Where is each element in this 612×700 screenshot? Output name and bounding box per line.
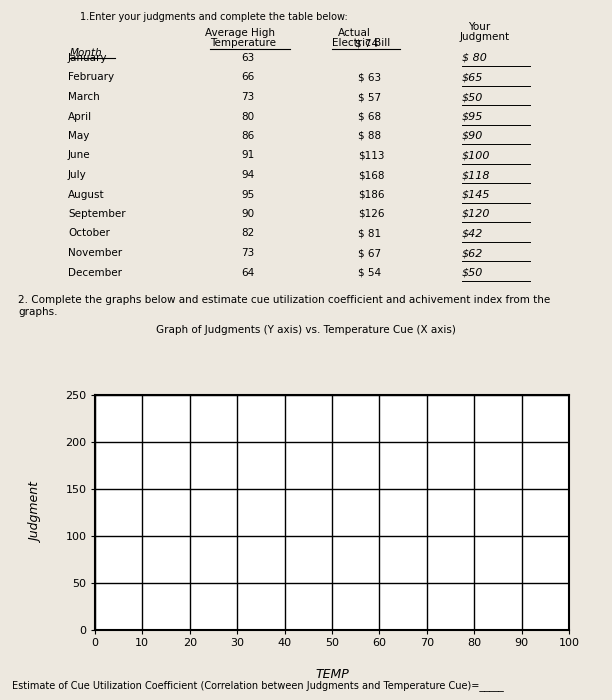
Text: 64: 64 bbox=[241, 267, 255, 277]
Text: $42: $42 bbox=[462, 228, 483, 239]
Text: 66: 66 bbox=[241, 73, 255, 83]
Text: $50: $50 bbox=[462, 267, 483, 277]
Text: Your: Your bbox=[468, 22, 490, 32]
Text: 1.Enter your judgments and complete the table below:: 1.Enter your judgments and complete the … bbox=[80, 12, 348, 22]
Text: $120: $120 bbox=[462, 209, 490, 219]
Text: $ 88: $ 88 bbox=[358, 131, 381, 141]
Text: October: October bbox=[68, 228, 110, 239]
Text: $62: $62 bbox=[462, 248, 483, 258]
Text: $ 54: $ 54 bbox=[358, 267, 381, 277]
Text: $ 67: $ 67 bbox=[358, 248, 381, 258]
Text: $95: $95 bbox=[462, 111, 483, 122]
Text: $168: $168 bbox=[358, 170, 384, 180]
Text: $100: $100 bbox=[462, 150, 490, 160]
Text: Estimate of Cue Utilization Coefficient (Correlation between Judgments and Tempe: Estimate of Cue Utilization Coefficient … bbox=[12, 680, 504, 691]
Text: January: January bbox=[68, 53, 108, 63]
Text: June: June bbox=[68, 150, 91, 160]
Text: 94: 94 bbox=[241, 170, 255, 180]
Text: 82: 82 bbox=[241, 228, 255, 239]
Text: 73: 73 bbox=[241, 248, 255, 258]
Text: $50: $50 bbox=[462, 92, 483, 102]
Text: March: March bbox=[68, 92, 100, 102]
Text: April: April bbox=[68, 111, 92, 122]
Text: $ 81: $ 81 bbox=[358, 228, 381, 239]
Text: July: July bbox=[68, 170, 87, 180]
Text: $ 57: $ 57 bbox=[358, 92, 381, 102]
Text: 95: 95 bbox=[241, 190, 255, 200]
Text: 86: 86 bbox=[241, 131, 255, 141]
Text: $ 63: $ 63 bbox=[358, 73, 381, 83]
Text: $90: $90 bbox=[462, 131, 483, 141]
Text: February: February bbox=[68, 73, 114, 83]
Text: $126: $126 bbox=[358, 209, 384, 219]
Text: Temperature: Temperature bbox=[210, 38, 276, 48]
Text: $ 74: $ 74 bbox=[355, 38, 378, 48]
Text: 73: 73 bbox=[241, 92, 255, 102]
Text: 80: 80 bbox=[242, 111, 255, 122]
Text: 91: 91 bbox=[241, 150, 255, 160]
Text: Month: Month bbox=[70, 48, 103, 58]
Text: $ 68: $ 68 bbox=[358, 111, 381, 122]
Text: $113: $113 bbox=[358, 150, 384, 160]
Text: $ 80: $ 80 bbox=[462, 53, 487, 63]
Text: Average High: Average High bbox=[205, 28, 275, 38]
Text: TEMP: TEMP bbox=[315, 668, 349, 682]
Text: Judgment: Judgment bbox=[460, 32, 510, 42]
Text: Actual: Actual bbox=[338, 28, 371, 38]
Text: May: May bbox=[68, 131, 89, 141]
Text: $118: $118 bbox=[462, 170, 490, 180]
Text: December: December bbox=[68, 267, 122, 277]
Text: 90: 90 bbox=[242, 209, 255, 219]
Text: Electric Bill: Electric Bill bbox=[332, 38, 390, 48]
Text: August: August bbox=[68, 190, 105, 200]
Text: $186: $186 bbox=[358, 190, 384, 200]
Text: November: November bbox=[68, 248, 122, 258]
Text: $145: $145 bbox=[462, 190, 490, 200]
Text: Judgment: Judgment bbox=[30, 483, 43, 542]
Text: 63: 63 bbox=[241, 53, 255, 63]
Text: $65: $65 bbox=[462, 73, 483, 83]
Text: September: September bbox=[68, 209, 125, 219]
Text: Graph of Judgments (Y axis) vs. Temperature Cue (X axis): Graph of Judgments (Y axis) vs. Temperat… bbox=[156, 325, 456, 335]
Text: 2. Complete the graphs below and estimate cue utilization coefficient and achive: 2. Complete the graphs below and estimat… bbox=[18, 295, 550, 316]
